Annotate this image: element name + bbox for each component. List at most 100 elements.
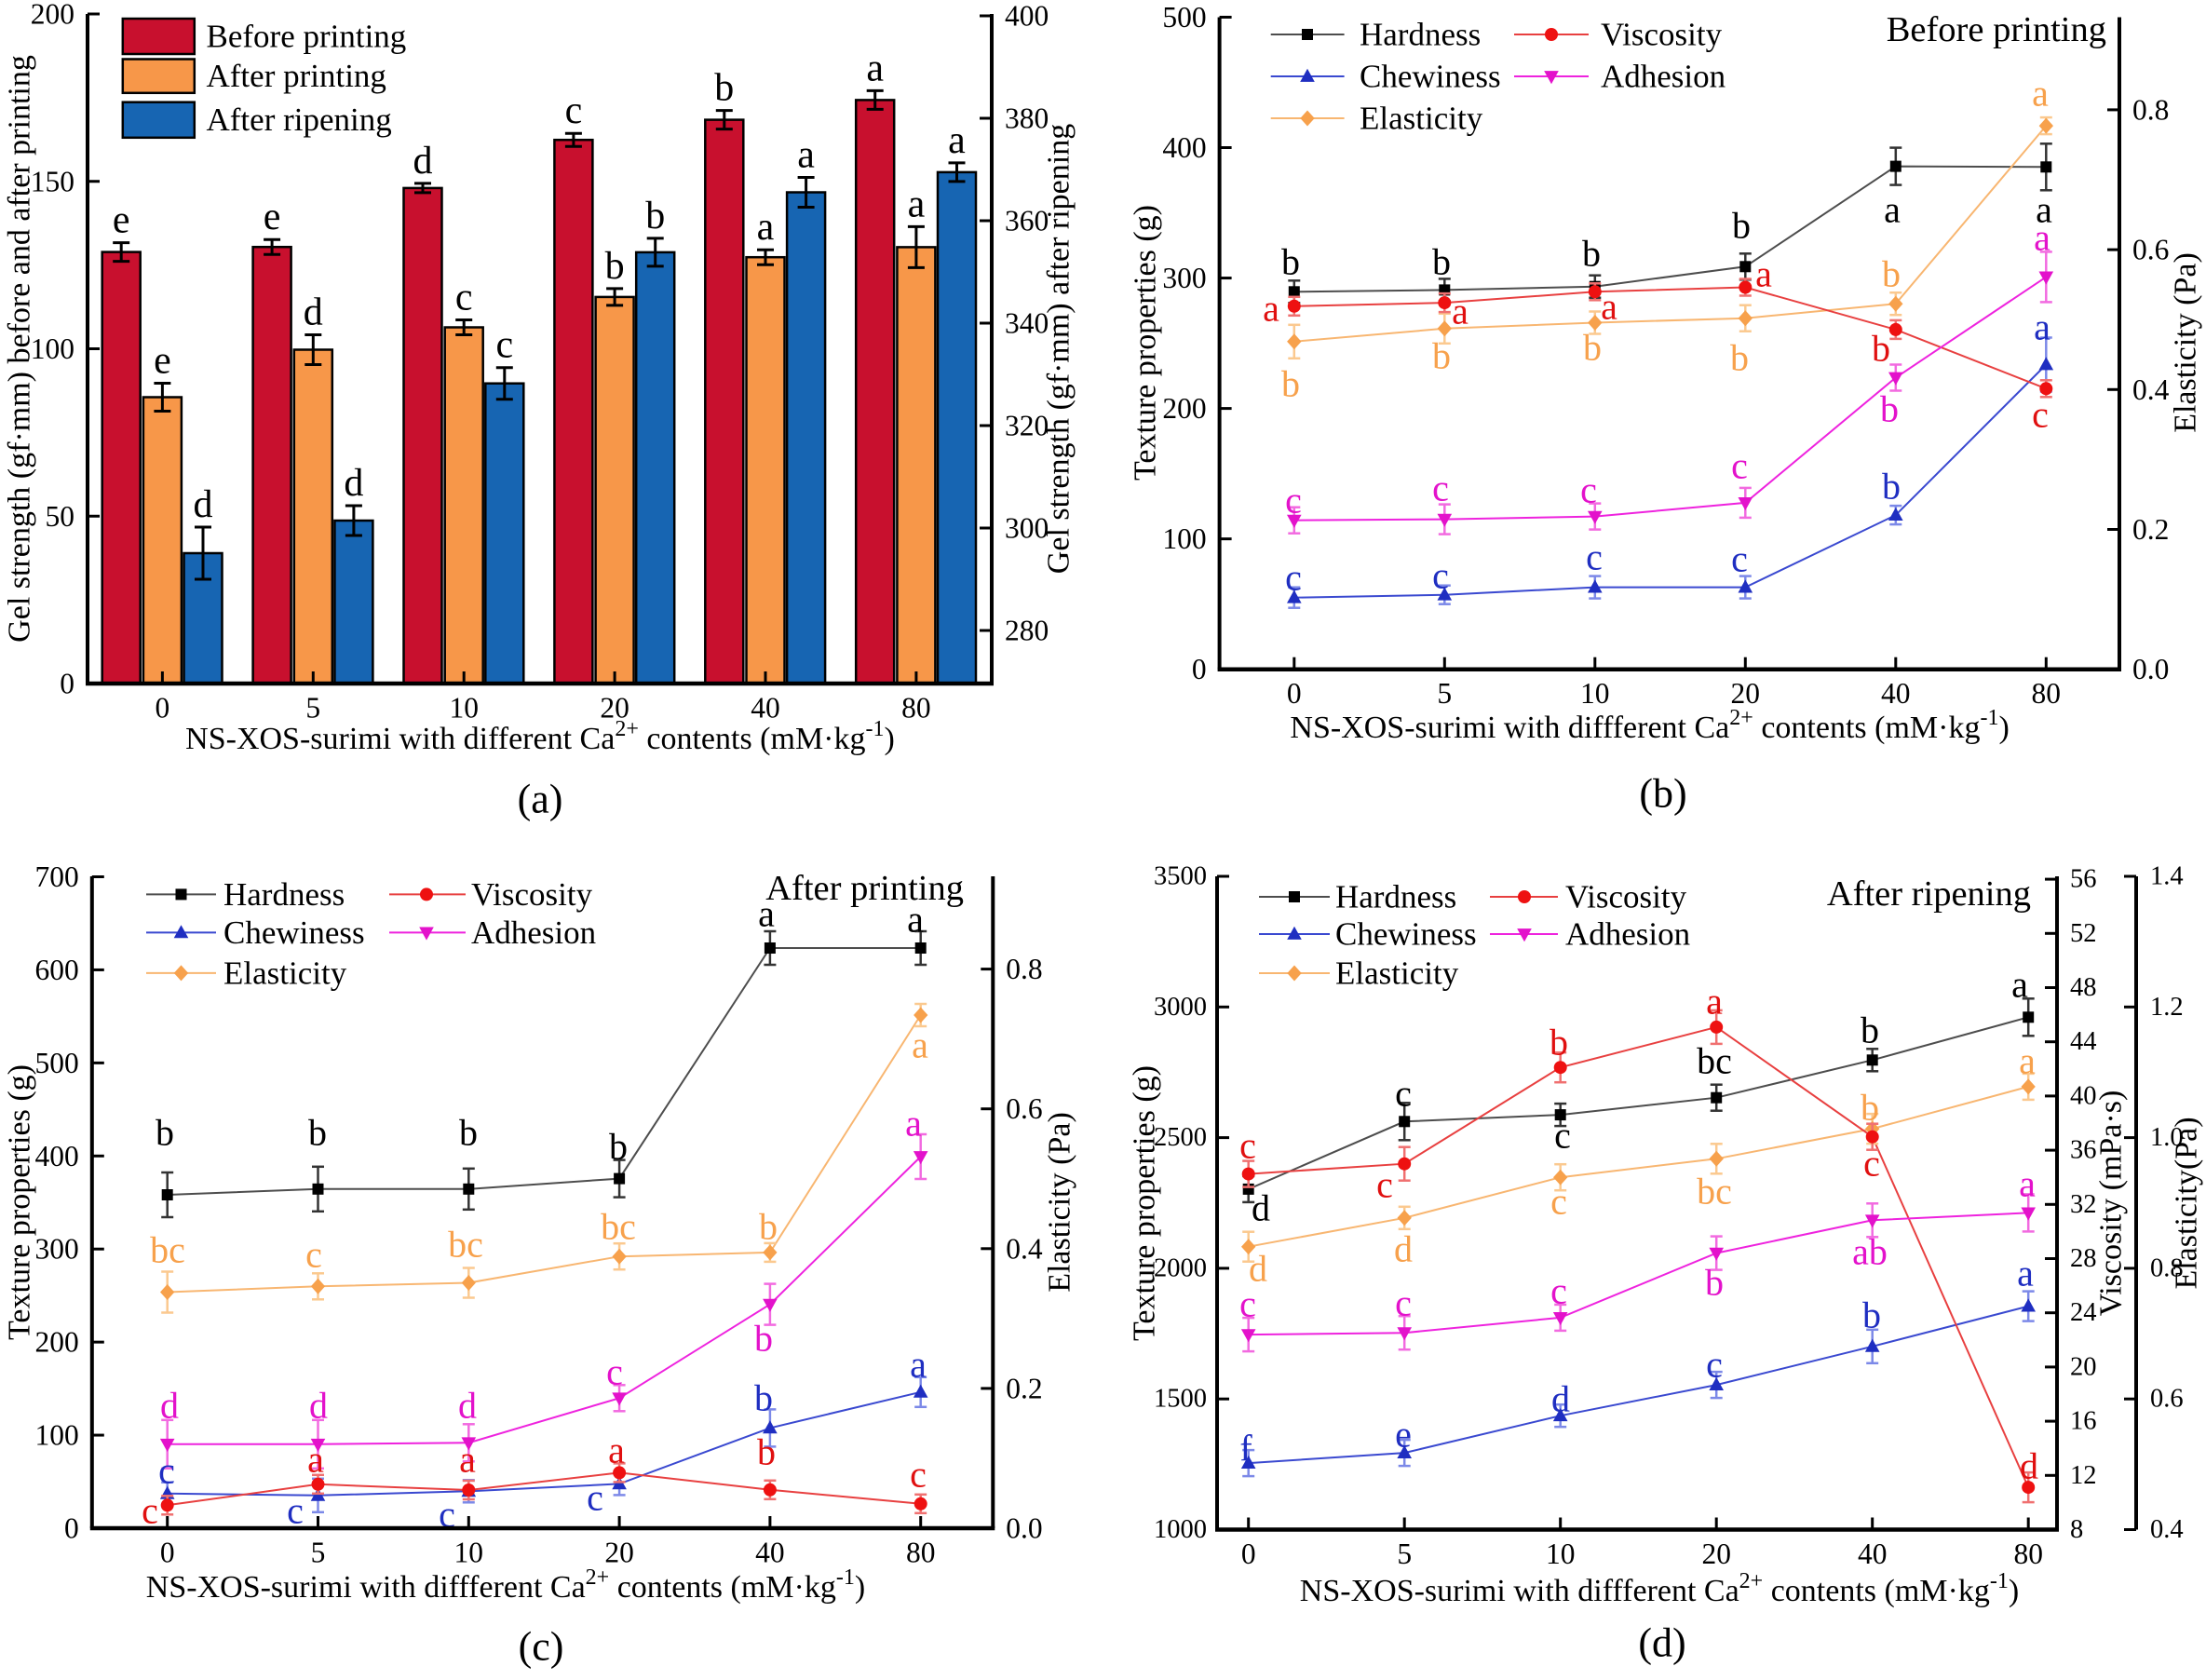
svg-text:c: c [1395, 1282, 1412, 1324]
svg-text:80: 80 [901, 692, 931, 725]
svg-text:b: b [1432, 335, 1451, 377]
svg-text:a: a [1884, 189, 1901, 231]
svg-text:a: a [948, 119, 966, 162]
svg-text:Before printing: Before printing [1887, 10, 2106, 49]
svg-text:NS-XOS-surimi with diffferent: NS-XOS-surimi with diffferent Ca2+ conte… [1290, 706, 2009, 745]
svg-text:400: 400 [35, 1140, 79, 1172]
svg-text:a: a [905, 1103, 922, 1145]
svg-text:e: e [154, 340, 171, 383]
svg-text:Gel strength (gf·mm) before an: Gel strength (gf·mm) before and after pr… [3, 55, 37, 643]
svg-text:2000: 2000 [1154, 1253, 1207, 1282]
svg-text:c: c [158, 1450, 175, 1492]
svg-text:36: 36 [2070, 1136, 2097, 1165]
svg-text:0.4: 0.4 [1006, 1232, 1043, 1265]
svg-text:(a): (a) [518, 777, 563, 822]
svg-text:a: a [2019, 1163, 2036, 1205]
svg-text:a: a [1601, 286, 1617, 328]
svg-text:44: 44 [2070, 1027, 2097, 1056]
svg-text:a: a [1706, 981, 1723, 1023]
svg-text:20: 20 [604, 1537, 634, 1569]
svg-text:c: c [142, 1490, 158, 1532]
svg-text:40: 40 [1858, 1538, 1888, 1570]
svg-text:bc: bc [601, 1206, 636, 1248]
svg-text:Viscosity (mPa·s): Viscosity (mPa·s) [2094, 1091, 2129, 1317]
svg-text:d: d [1252, 1187, 1270, 1229]
svg-text:Texture properties (g): Texture properties (g) [3, 1064, 37, 1340]
svg-text:bc: bc [1697, 1171, 1732, 1213]
svg-text:d: d [309, 1385, 328, 1427]
svg-text:b: b [459, 1112, 478, 1154]
svg-text:b: b [757, 1431, 776, 1473]
svg-text:bc: bc [150, 1229, 185, 1271]
svg-text:24: 24 [2070, 1298, 2097, 1327]
svg-text:500: 500 [35, 1047, 79, 1079]
svg-text:b: b [1882, 253, 1901, 295]
svg-text:b: b [1705, 1262, 1724, 1304]
svg-text:0.8: 0.8 [2132, 93, 2169, 126]
svg-text:0.8: 0.8 [2150, 1253, 2184, 1282]
svg-text:5: 5 [1397, 1538, 1412, 1570]
svg-text:0.6: 0.6 [2150, 1385, 2184, 1414]
svg-text:a: a [1263, 288, 1279, 330]
svg-text:3500: 3500 [1154, 862, 1207, 891]
svg-text:20: 20 [600, 692, 629, 725]
svg-text:28: 28 [2070, 1244, 2097, 1273]
svg-text:c: c [1706, 1344, 1723, 1386]
svg-text:NS-XOS-surimi with diffferent: NS-XOS-surimi with diffferent Ca2+ conte… [1300, 1569, 2019, 1608]
svg-text:b: b [1550, 1022, 1568, 1064]
svg-text:Elasticity (Pa): Elasticity (Pa) [1043, 1112, 1077, 1293]
svg-text:c: c [606, 1351, 623, 1393]
svg-text:1.0: 1.0 [2150, 1123, 2184, 1152]
svg-text:c: c [1580, 469, 1597, 511]
svg-text:280: 280 [1005, 615, 1049, 647]
svg-text:a: a [908, 183, 926, 225]
svg-text:After printing: After printing [207, 58, 386, 94]
svg-text:Before printing: Before printing [207, 19, 407, 55]
svg-text:20: 20 [1731, 677, 1761, 710]
svg-text:e: e [113, 199, 130, 242]
svg-text:c: c [495, 324, 513, 367]
svg-text:After printing: After printing [765, 869, 964, 908]
svg-text:b: b [1730, 337, 1749, 379]
svg-text:Viscosity: Viscosity [1601, 17, 1723, 53]
svg-text:b: b [1861, 1087, 1879, 1129]
svg-text:0: 0 [156, 692, 170, 725]
svg-text:d: d [160, 1385, 179, 1427]
svg-text:b: b [308, 1112, 327, 1154]
svg-text:Adhesion: Adhesion [1565, 916, 1690, 953]
svg-text:c: c [1586, 536, 1603, 578]
svg-text:10: 10 [454, 1537, 484, 1569]
svg-text:c: c [1731, 538, 1748, 580]
svg-text:d: d [194, 483, 213, 526]
svg-text:e: e [264, 196, 281, 238]
svg-text:a: a [307, 1439, 324, 1481]
svg-text:a: a [459, 1439, 476, 1481]
svg-text:b: b [1583, 327, 1602, 369]
svg-text:400: 400 [1162, 131, 1206, 164]
svg-text:After ripening: After ripening [207, 102, 392, 138]
svg-text:1000: 1000 [1154, 1515, 1207, 1544]
svg-text:Elasticity: Elasticity [1360, 101, 1483, 137]
svg-text:a: a [2019, 1040, 2036, 1082]
svg-text:1.4: 1.4 [2150, 862, 2184, 891]
svg-text:c: c [1554, 1115, 1571, 1157]
svg-text:200: 200 [1162, 392, 1206, 425]
svg-text:c: c [1239, 1283, 1256, 1325]
svg-text:a: a [2017, 1253, 2034, 1294]
svg-text:100: 100 [35, 1419, 79, 1452]
svg-text:c: c [1432, 555, 1449, 597]
svg-text:NS-XOS-surimi with diffferent: NS-XOS-surimi with diffferent Ca2+ conte… [146, 1565, 865, 1605]
svg-text:b: b [1862, 1294, 1881, 1336]
svg-text:a: a [2032, 73, 2049, 115]
svg-text:a: a [2034, 217, 2050, 259]
svg-text:360: 360 [1005, 205, 1049, 237]
svg-text:c: c [1285, 480, 1302, 522]
svg-text:Viscosity: Viscosity [471, 876, 593, 913]
svg-text:340: 340 [1005, 307, 1049, 340]
svg-text:a: a [2011, 964, 2028, 1006]
svg-text:40: 40 [755, 1537, 785, 1569]
svg-text:b: b [1882, 466, 1901, 508]
svg-text:200: 200 [31, 0, 74, 31]
svg-text:Gel strength (gf·mm) after rip: Gel strength (gf·mm) after ripening [1042, 124, 1076, 574]
svg-text:d: d [1249, 1248, 1267, 1290]
